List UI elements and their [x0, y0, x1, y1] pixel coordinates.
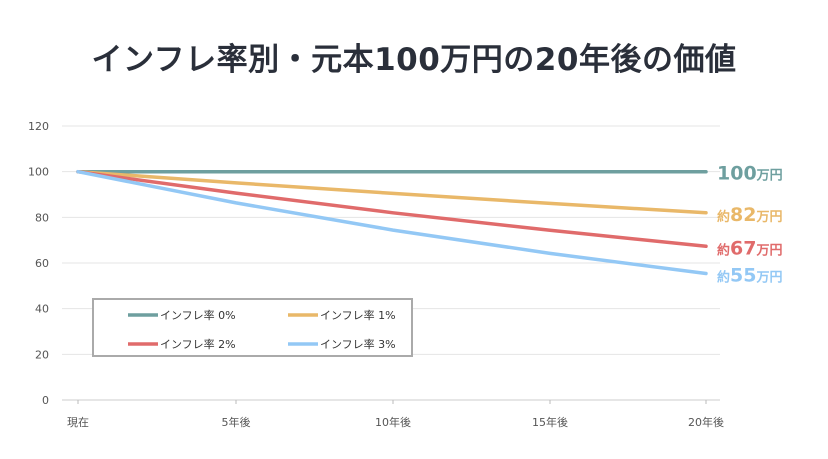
end-label: 約67万円 [717, 237, 782, 259]
y-tick-label: 20 [35, 348, 49, 361]
y-tick-label: 80 [35, 211, 49, 224]
legend-label: インフレ率 3% [320, 337, 396, 351]
end-label-unit: 万円 [755, 243, 782, 258]
end-label-prefix: 約 [717, 209, 730, 225]
legend: インフレ率 0% インフレ率 1% インフレ率 2% インフレ率 3% [92, 298, 413, 357]
x-axis: 現在 5年後 10年後 15年後 20年後 [67, 400, 724, 429]
x-tick-label: 20年後 [688, 415, 724, 429]
end-label-unit: 万円 [755, 271, 782, 286]
x-tick-label: 5年後 [222, 415, 251, 429]
end-label: 100万円 [717, 163, 783, 185]
legend-box [92, 298, 413, 357]
end-label-prefix: 約 [717, 270, 730, 286]
legend-label: インフレ率 2% [160, 337, 236, 351]
end-label-prefix: 約 [717, 242, 730, 258]
end-label-value: 100 [717, 163, 757, 185]
chart-title: インフレ率別・元本100万円の20年後の価値 [91, 42, 737, 78]
y-tick-label: 100 [28, 166, 49, 179]
end-label: 約82万円 [717, 204, 782, 226]
series-lines [76, 169, 708, 276]
end-label-unit: 万円 [756, 169, 783, 184]
end-label-unit: 万円 [755, 210, 782, 225]
x-tick-label: 現在 [67, 416, 89, 429]
series-line [76, 169, 708, 249]
end-label-value: 82 [730, 204, 756, 226]
end-label-value: 67 [730, 237, 756, 259]
legend-label: インフレ率 1% [320, 308, 396, 322]
series-line [76, 169, 708, 215]
legend-label: インフレ率 0% [160, 308, 236, 322]
y-tick-label: 0 [42, 394, 49, 407]
x-tick-label: 10年後 [375, 415, 411, 429]
y-tick-label: 60 [35, 257, 49, 270]
series-line [76, 169, 708, 276]
y-tick-label: 120 [28, 120, 49, 133]
end-label: 約55万円 [717, 265, 782, 287]
y-axis: 0 20 40 60 80 100 120 [28, 120, 49, 407]
y-tick-label: 40 [35, 303, 49, 316]
x-tick-label: 15年後 [532, 415, 568, 429]
end-label-value: 55 [730, 265, 756, 287]
